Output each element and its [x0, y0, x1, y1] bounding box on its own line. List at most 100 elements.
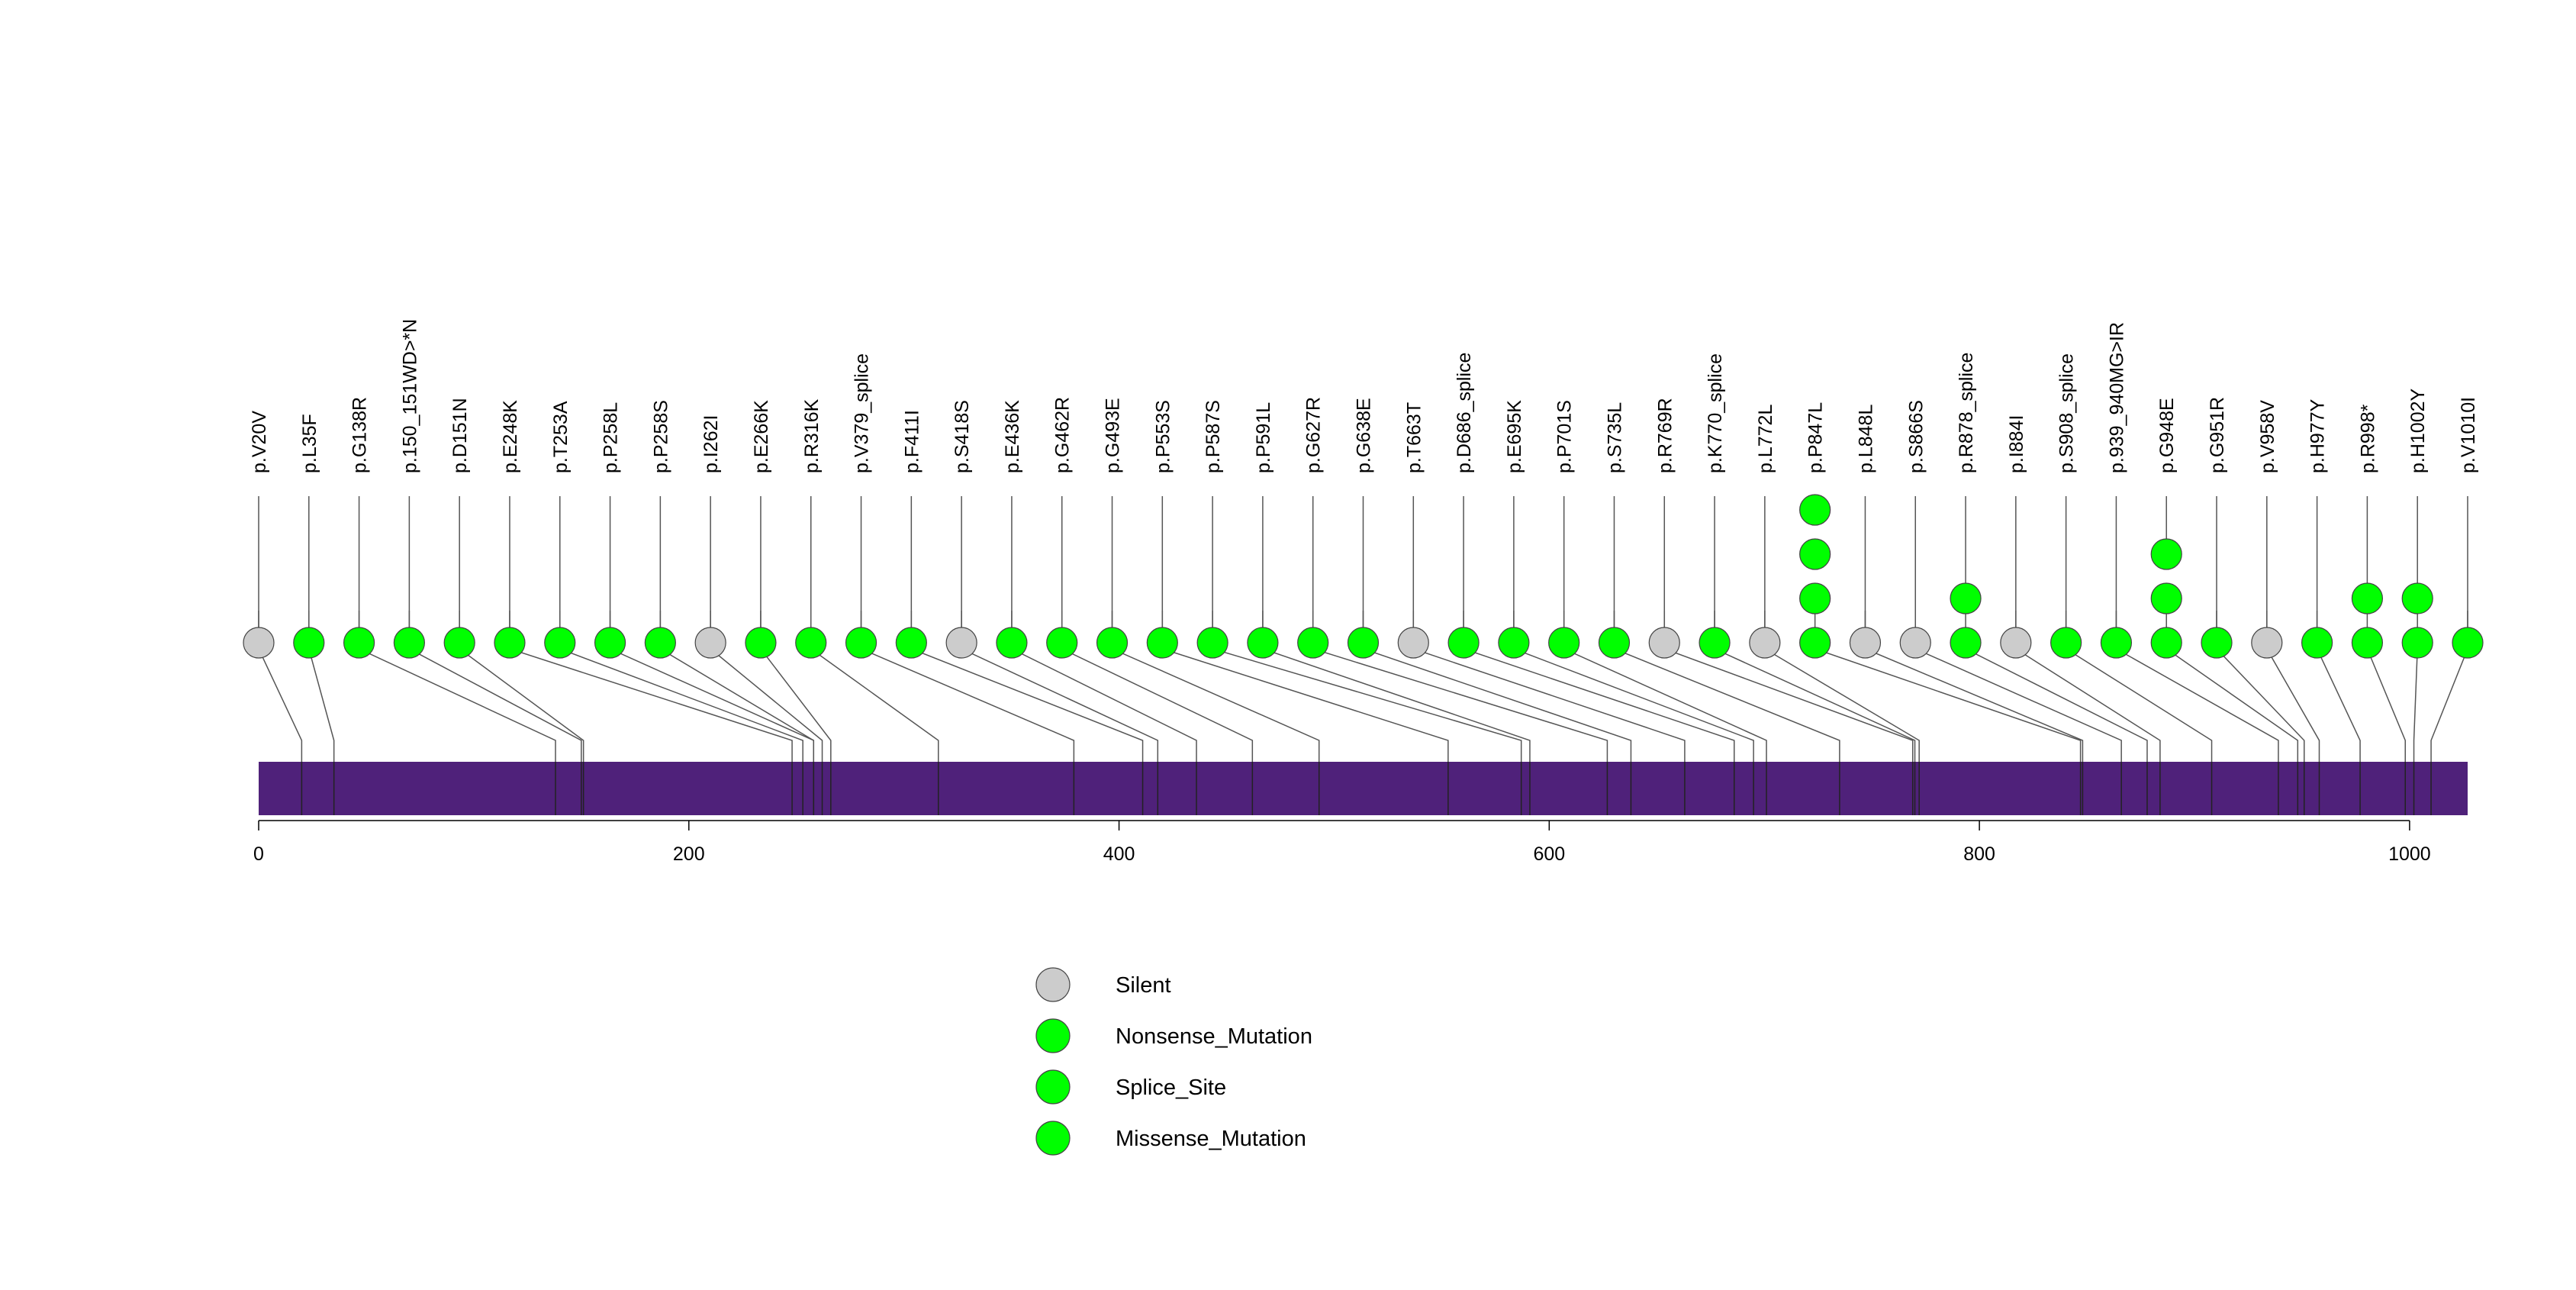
- mutation-label: p.G948E: [2156, 398, 2178, 473]
- lollipop-circles: [243, 494, 2484, 659]
- mutation-label: p.H1002Y: [2407, 388, 2429, 473]
- mutation-circle: [2100, 627, 2133, 659]
- mutation-label: p.K770_splice: [1705, 353, 1726, 473]
- mutation-circle: [1950, 582, 1982, 614]
- legend: Silent Nonsense_Mutation Splice_Site Missen…: [1035, 967, 1312, 1156]
- mutation-label: p.S908_splice: [2056, 353, 2078, 473]
- mutation-circle: [1096, 627, 1129, 659]
- mutation-label: p.R998*: [2357, 404, 2378, 473]
- mutation-circle: [2150, 627, 2182, 659]
- mutation-circle: [1899, 627, 1931, 659]
- legend-marker: [1035, 967, 1071, 1002]
- mutation-label: p.G462R: [1052, 397, 1074, 473]
- mutation-circle: [795, 627, 827, 659]
- mutation-circle: [2150, 582, 2182, 614]
- mutation-circle: [694, 627, 726, 659]
- mutation-circle: [343, 627, 375, 659]
- x-tick-label: 800: [1963, 843, 1995, 865]
- x-tick-label: 0: [253, 843, 264, 865]
- mutation-circle: [1397, 627, 1429, 659]
- x-tick-label: 600: [1533, 843, 1565, 865]
- mutation-circle: [1799, 627, 1831, 659]
- mutation-circle: [2401, 582, 2433, 614]
- mutation-label: p.E266K: [751, 400, 772, 473]
- mutation-circle: [2050, 627, 2082, 659]
- protein-position-lines: [301, 762, 2432, 815]
- mutation-label: p.I262I: [700, 415, 722, 473]
- mutation-label: p.939_940MG>IR: [2106, 322, 2127, 473]
- legend-marker: [1035, 1069, 1071, 1105]
- mutation-label: p.I884I: [2006, 415, 2027, 473]
- legend-label: Splice_Site: [1116, 1076, 1226, 1100]
- mutation-circle: [1146, 627, 1178, 659]
- mutation-circle: [1498, 627, 1530, 659]
- mutation-circle: [2201, 627, 2233, 659]
- mutation-label: p.P847L: [1805, 402, 1827, 473]
- mutation-circle: [594, 627, 626, 659]
- mutation-circle: [2000, 627, 2032, 659]
- mutation-label: p.T253A: [550, 401, 572, 473]
- mutation-label: p.E436K: [1002, 400, 1023, 473]
- mutation-circle: [443, 627, 475, 659]
- mutation-label: p.P587S: [1203, 400, 1224, 473]
- mutation-circle: [1046, 627, 1078, 659]
- mutation-label: p.D686_splice: [1454, 353, 1475, 473]
- mutation-circle: [745, 627, 777, 659]
- mutation-circle: [1799, 494, 1831, 526]
- legend-label: Silent: [1116, 973, 1171, 998]
- x-tick-label: 1000: [2388, 843, 2431, 865]
- mutation-circle: [393, 627, 425, 659]
- mutation-circle: [2401, 627, 2433, 659]
- mutation-circle: [1297, 627, 1329, 659]
- protein-bar: [259, 762, 2468, 815]
- mutation-label: p.V958V: [2257, 400, 2278, 473]
- mutation-label: p.L848L: [1855, 405, 1876, 473]
- mutation-circle: [293, 627, 325, 659]
- connector-line: [1764, 611, 1920, 762]
- x-axis: 0 200 400 600 800 1000: [253, 820, 2431, 865]
- connector-line: [659, 611, 815, 762]
- mutation-circle: [1196, 627, 1228, 659]
- mutation-label: p.P553S: [1152, 400, 1174, 473]
- mutation-circle: [1598, 627, 1631, 659]
- mutation-circle: [2452, 627, 2484, 659]
- mutation-label: p.P258L: [601, 402, 622, 473]
- mutation-label: p.R769R: [1654, 398, 1676, 473]
- mutation-label: p.G627R: [1303, 397, 1325, 473]
- mutation-circle: [1799, 538, 1831, 570]
- connector-line: [2115, 611, 2279, 762]
- mutation-label: p.G638E: [1354, 398, 1375, 473]
- mutation-circle: [1849, 627, 1882, 659]
- mutation-label: p.S866S: [1905, 400, 1927, 473]
- mutation-label: p.V1010I: [2458, 397, 2479, 473]
- legend-label: Missense_Mutation: [1116, 1127, 1306, 1151]
- mutation-label: p.S418S: [952, 400, 973, 473]
- mutation-labels: p.V20V p.L35F p.G138R p.150_151WD>*N p.D151N…: [249, 319, 2479, 473]
- mutation-circle: [1749, 627, 1781, 659]
- legend-label: Nonsense_Mutation: [1116, 1024, 1312, 1049]
- mutation-circle: [2301, 627, 2333, 659]
- mutation-circle: [1447, 627, 1480, 659]
- mutation-circle: [1548, 627, 1580, 659]
- mutation-circle: [996, 627, 1028, 659]
- mutation-circle: [1648, 627, 1680, 659]
- mutation-label: p.P701S: [1554, 400, 1576, 473]
- mutation-label: p.V20V: [249, 411, 270, 473]
- mutation-label: p.L772L: [1755, 405, 1776, 473]
- x-tick-label: 200: [673, 843, 705, 865]
- mutation-label: p.R316K: [801, 398, 823, 473]
- mutation-label: p.V379_splice: [852, 353, 873, 473]
- mutation-label: p.T663T: [1403, 402, 1425, 473]
- mutation-label: p.D151N: [449, 398, 471, 473]
- mutation-circle: [1347, 627, 1380, 659]
- mutation-circle: [644, 627, 676, 659]
- mutation-label: p.H977Y: [2307, 398, 2329, 473]
- mutation-label: p.G951R: [2207, 397, 2228, 473]
- mutation-circle: [544, 627, 576, 659]
- mutation-label: p.E248K: [500, 400, 521, 473]
- mutation-label: p.L35F: [299, 414, 320, 473]
- connector-line: [2015, 611, 2161, 762]
- mutation-circle: [845, 627, 877, 659]
- connector-line: [2065, 611, 2213, 762]
